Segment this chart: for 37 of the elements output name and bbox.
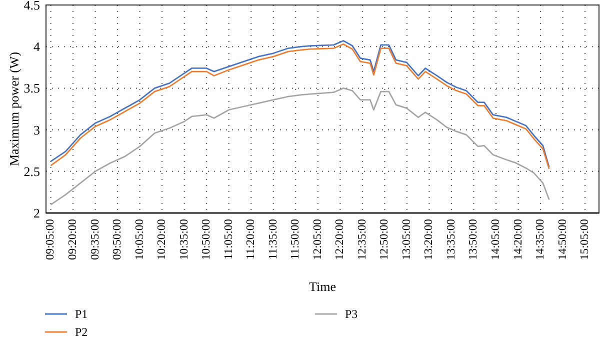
x-tick-label: 13:05:00	[400, 218, 413, 260]
x-tick-label: 10:50:00	[200, 218, 213, 260]
y-tick-label: 4.5	[24, 0, 40, 12]
legend-label: P3	[345, 307, 358, 321]
x-tick-label: 10:35:00	[178, 218, 190, 260]
line-series	[50, 88, 550, 206]
x-tick-label: 11:20:00	[245, 218, 258, 260]
x-tick-label: 14:50:00	[556, 218, 569, 260]
x-tick-label: 09:20:00	[67, 218, 80, 260]
x-tick-label: 10:05:00	[134, 218, 146, 260]
x-tick-label: 11:35:00	[267, 218, 280, 260]
y-tick-label: 2	[34, 206, 40, 220]
x-tick-label: 12:05:00	[312, 218, 324, 260]
x-tick-label: 14:35:00	[534, 218, 547, 260]
x-tick-label: 11:05:00	[222, 218, 235, 260]
x-tick-label: 13:35:00	[445, 218, 458, 260]
x-tick-label: 14:05:00	[490, 218, 502, 260]
x-axis-title: Time	[309, 279, 336, 294]
legend-label: P1	[75, 307, 88, 321]
y-tick-label: 2.5	[24, 164, 40, 179]
x-tick-label: 09:35:00	[89, 218, 102, 260]
x-tick-label: 09:05:00	[44, 218, 57, 260]
x-tick-label: 11:50:00	[290, 218, 302, 260]
legend-label: P2	[75, 325, 88, 337]
x-tick-label: 12:50:00	[378, 218, 391, 260]
y-tick-label: 4	[34, 39, 40, 54]
x-tick-label: 10:20:00	[156, 218, 168, 260]
y-tick-label: 3.5	[24, 80, 40, 96]
y-tick-label: 3	[34, 122, 40, 138]
y-axis-title: Maximum power (W)	[6, 52, 22, 166]
x-tick-label: 13:20:00	[423, 218, 436, 260]
x-tick-label: 09:50:00	[112, 218, 124, 260]
x-tick-label: 13:50:00	[468, 218, 480, 260]
x-tick-label: 14:20:00	[512, 218, 524, 260]
x-tick-label: 12:35:00	[356, 218, 368, 260]
x-tick-label: 12:20:00	[334, 218, 346, 260]
x-tick-label: 15:05:00	[579, 218, 592, 260]
